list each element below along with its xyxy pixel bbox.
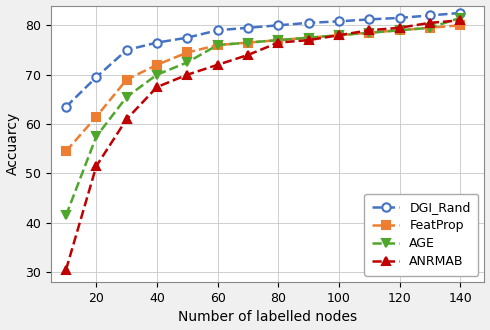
AGE bbox=[245, 41, 251, 45]
DGI_Rand bbox=[367, 17, 372, 21]
FeatProp bbox=[63, 149, 69, 153]
DGI_Rand bbox=[457, 11, 463, 15]
FeatProp bbox=[94, 115, 99, 119]
AGE bbox=[184, 60, 190, 64]
ANRMAB bbox=[367, 28, 372, 32]
AGE bbox=[94, 134, 99, 138]
FeatProp bbox=[184, 50, 190, 54]
DGI_Rand bbox=[184, 36, 190, 40]
DGI_Rand bbox=[123, 48, 129, 52]
ANRMAB bbox=[336, 33, 342, 37]
FeatProp bbox=[275, 38, 281, 42]
DGI_Rand bbox=[215, 28, 220, 32]
Line: ANRMAB: ANRMAB bbox=[62, 16, 465, 274]
ANRMAB bbox=[63, 268, 69, 272]
ANRMAB bbox=[427, 21, 433, 25]
DGI_Rand bbox=[245, 26, 251, 30]
FeatProp bbox=[336, 33, 342, 37]
ANRMAB bbox=[306, 38, 312, 42]
AGE bbox=[123, 95, 129, 99]
ANRMAB bbox=[94, 164, 99, 168]
AGE bbox=[427, 26, 433, 30]
Legend: DGI_Rand, FeatProp, AGE, ANRMAB: DGI_Rand, FeatProp, AGE, ANRMAB bbox=[365, 194, 478, 276]
DGI_Rand bbox=[94, 75, 99, 79]
FeatProp bbox=[306, 36, 312, 40]
AGE bbox=[367, 31, 372, 35]
FeatProp bbox=[215, 43, 220, 47]
DGI_Rand bbox=[63, 105, 69, 109]
FeatProp bbox=[123, 78, 129, 82]
FeatProp bbox=[367, 31, 372, 35]
FeatProp bbox=[427, 26, 433, 30]
DGI_Rand bbox=[396, 16, 402, 20]
Line: DGI_Rand: DGI_Rand bbox=[62, 9, 465, 111]
DGI_Rand bbox=[154, 41, 160, 45]
ANRMAB bbox=[215, 63, 220, 67]
FeatProp bbox=[396, 28, 402, 32]
ANRMAB bbox=[457, 18, 463, 22]
AGE bbox=[275, 38, 281, 42]
AGE bbox=[215, 43, 220, 47]
ANRMAB bbox=[396, 26, 402, 30]
AGE bbox=[457, 16, 463, 20]
AGE bbox=[336, 33, 342, 37]
ANRMAB bbox=[275, 41, 281, 45]
ANRMAB bbox=[154, 85, 160, 89]
ANRMAB bbox=[184, 73, 190, 77]
X-axis label: Number of labelled nodes: Number of labelled nodes bbox=[178, 311, 357, 324]
FeatProp bbox=[245, 41, 251, 45]
DGI_Rand bbox=[275, 23, 281, 27]
DGI_Rand bbox=[427, 14, 433, 17]
ANRMAB bbox=[245, 53, 251, 57]
Y-axis label: Accuarcy: Accuarcy bbox=[5, 112, 20, 176]
ANRMAB bbox=[123, 117, 129, 121]
AGE bbox=[154, 73, 160, 77]
AGE bbox=[396, 28, 402, 32]
DGI_Rand bbox=[336, 19, 342, 23]
Line: FeatProp: FeatProp bbox=[62, 21, 465, 155]
DGI_Rand bbox=[306, 21, 312, 25]
FeatProp bbox=[154, 63, 160, 67]
FeatProp bbox=[457, 23, 463, 27]
AGE bbox=[63, 214, 69, 217]
Line: AGE: AGE bbox=[62, 14, 465, 220]
AGE bbox=[306, 36, 312, 40]
